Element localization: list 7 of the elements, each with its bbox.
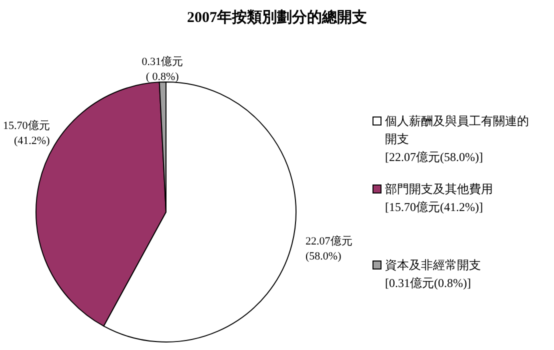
- chart-title: 2007年按類別劃分的總開支: [187, 9, 367, 26]
- legend-label: 資本及非經常開支 [0.31億元(0.8%)]: [385, 258, 481, 290]
- data-label: 22.07億元 (58.0%): [306, 234, 352, 263]
- data-label: 0.31億元 ( 0.8%): [142, 55, 183, 84]
- data-label: 15.70億元 (41.2%): [3, 118, 50, 147]
- legend-label: 部門開支及其他費用 [15.70億元(41.2%)]: [385, 182, 493, 214]
- legend-label: 個人薪酬及與員工有關連的開支 [22.07億元(58.0%)]: [385, 114, 529, 164]
